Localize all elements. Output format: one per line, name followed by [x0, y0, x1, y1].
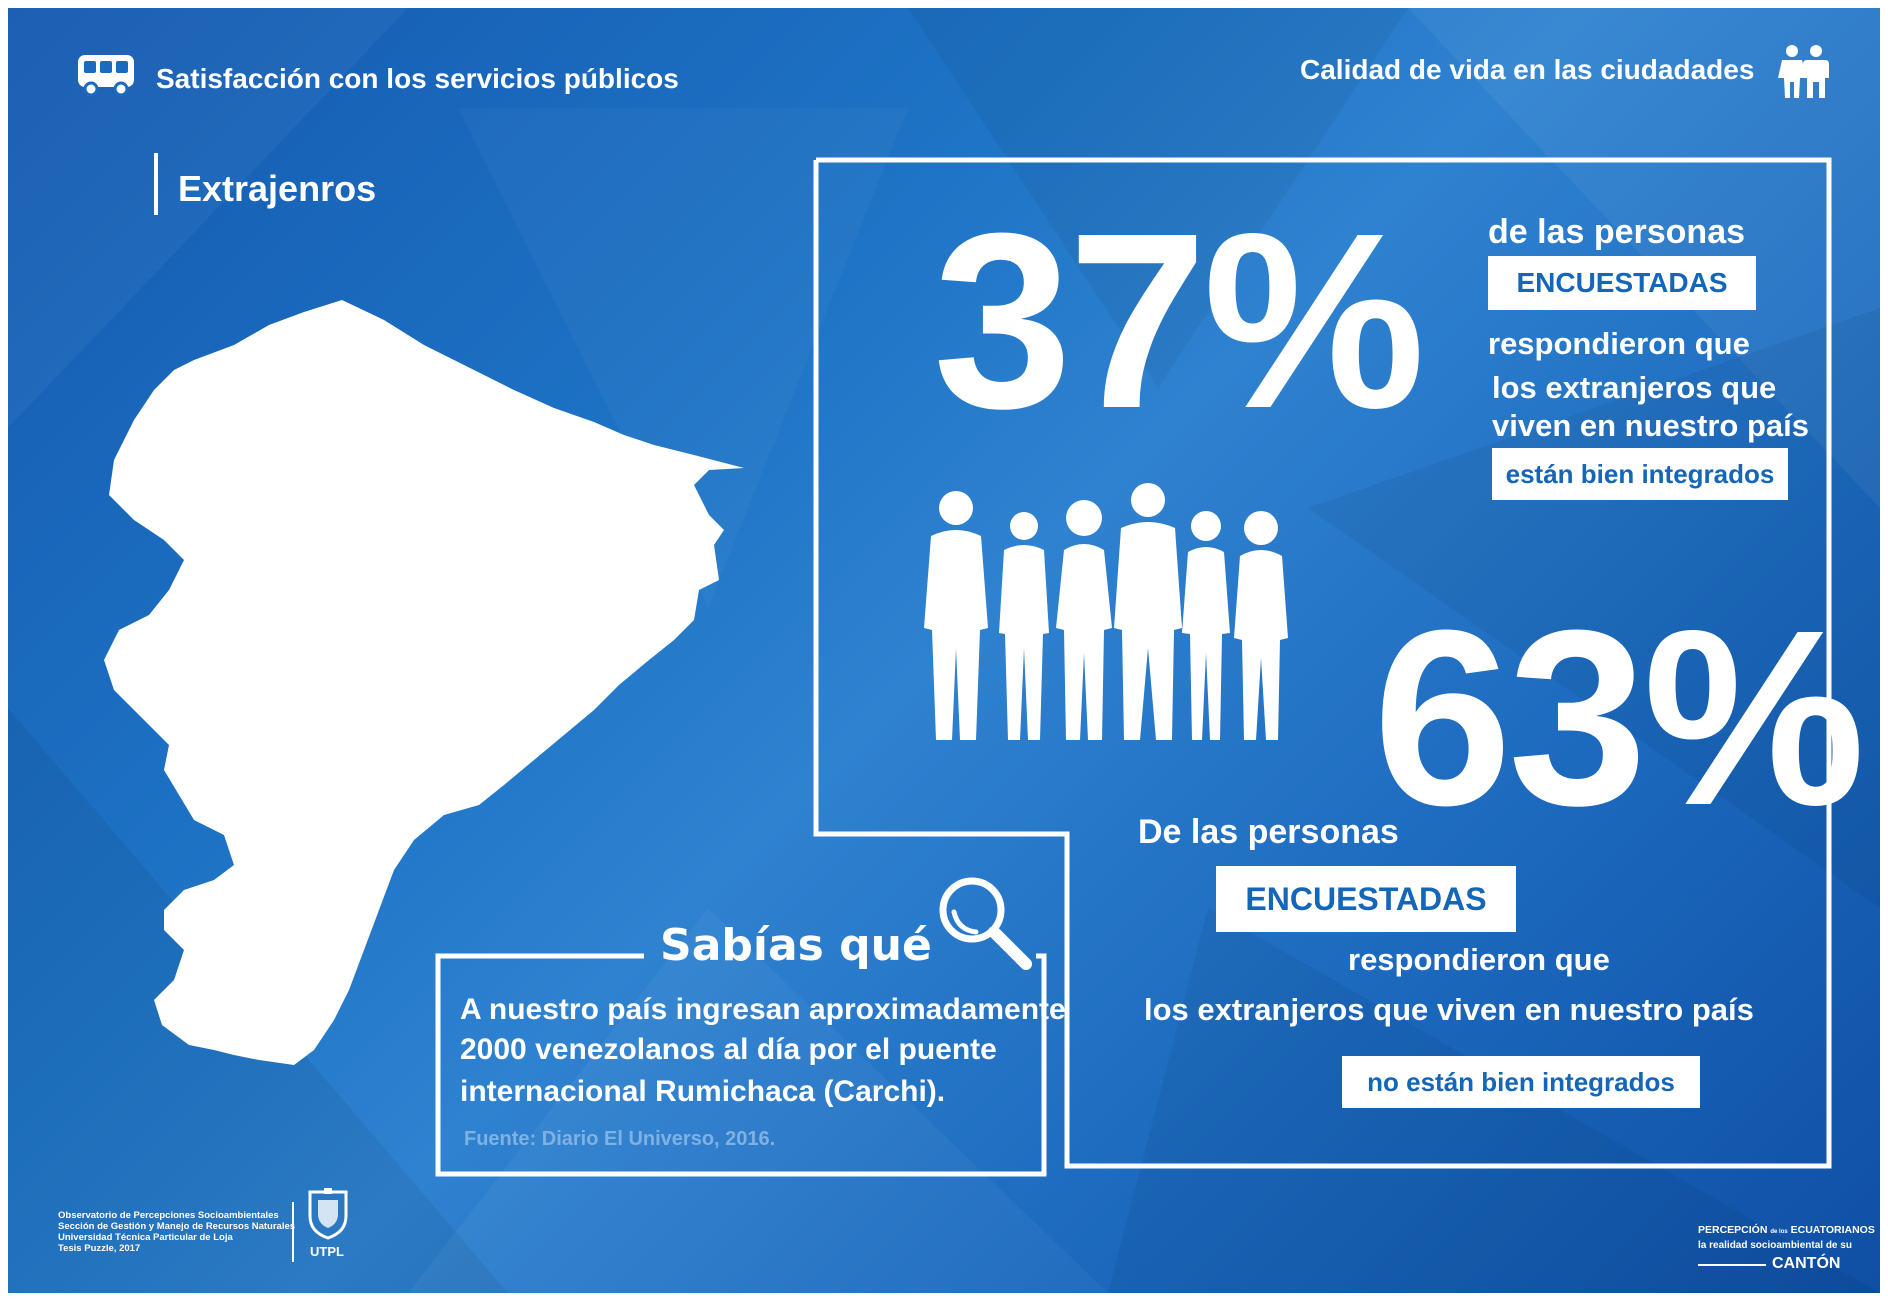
did-you-know-line1: A nuestro país ingresan aproximadamente — [460, 993, 1066, 1026]
brand-rule — [1698, 1264, 1766, 1266]
did-you-know-line2: 2000 venezolanos al día por el puente — [460, 1033, 997, 1066]
footer-org-line3: Universidad Técnica Particular de Loja — [58, 1232, 233, 1243]
header-right-title: Calidad de vida en las ciudadades — [1300, 54, 1755, 85]
stat-bottom-badge: ENCUESTADAS — [1216, 866, 1516, 932]
stat-bottom-line3: los extranjeros que viven en nuestro paí… — [1144, 992, 1754, 1027]
magnifier-icon — [939, 877, 1032, 970]
stat-bottom-line1: De las personas — [1138, 813, 1399, 851]
brand-ecuatorianos: ECUATORIANOS — [1790, 1224, 1875, 1236]
did-you-know-frame — [435, 953, 1047, 1177]
footer-org: Observatorio de Percepciones Socioambien… — [58, 1210, 295, 1254]
people-silhouettes — [924, 483, 1288, 740]
footer-org-line1: Observatorio de Percepciones Socioambien… — [58, 1210, 279, 1221]
section-title: Extrajenros — [178, 168, 377, 209]
section-title-bar — [154, 153, 158, 215]
stat-top-highlight: están bien integrados — [1492, 448, 1788, 500]
brand-de: de los — [1770, 1229, 1788, 1235]
did-you-know-title: Sabías qué — [660, 920, 932, 971]
footer-divider — [292, 1202, 294, 1262]
people-couple-icon — [1778, 45, 1829, 98]
header-left-title: Satisfacción con los servicios públicos — [156, 63, 679, 94]
stat-bottom-highlight: no están bien integrados — [1342, 1056, 1700, 1108]
main-frame — [813, 157, 1832, 1169]
stat-bottom-line2: respondieron que — [1348, 942, 1610, 977]
bus-icon — [78, 55, 134, 97]
stat-top-line1: de las personas — [1488, 213, 1746, 251]
footer-org-line4: Tesis Puzzle, 2017 — [58, 1243, 141, 1254]
brand-line3: CANTÓN — [1772, 1255, 1841, 1272]
infographic-poster: Satisfacción con los servicios públicos … — [8, 8, 1880, 1293]
brand-percepcion: PERCEPCIÓN — [1698, 1224, 1768, 1236]
did-you-know-source: Fuente: Diario El Universo, 2016. — [464, 1128, 776, 1150]
stat-top-line3: los extranjeros que — [1492, 370, 1777, 405]
ecuador-map — [104, 300, 744, 1065]
did-you-know-line3: internacional Rumichaca (Carchi). — [460, 1075, 946, 1108]
stat-bottom-value: 63% — [1373, 578, 1865, 857]
utpl-shield-logo — [308, 1188, 348, 1240]
stat-top-badge: ENCUESTADAS — [1488, 256, 1756, 310]
utpl-label: UTPL — [310, 1244, 344, 1259]
stat-top-line2: respondieron que — [1488, 326, 1750, 361]
stat-top-value: 37% — [933, 181, 1425, 460]
brand-line2: la realidad socioambiental de su — [1698, 1240, 1852, 1251]
brand-line1: PERCEPCIÓN de los ECUATORIANOS — [1698, 1224, 1875, 1236]
footer-org-line2: Sección de Gestión y Manejo de Recursos … — [58, 1221, 296, 1232]
stat-top-line4: viven en nuestro país — [1492, 408, 1809, 443]
